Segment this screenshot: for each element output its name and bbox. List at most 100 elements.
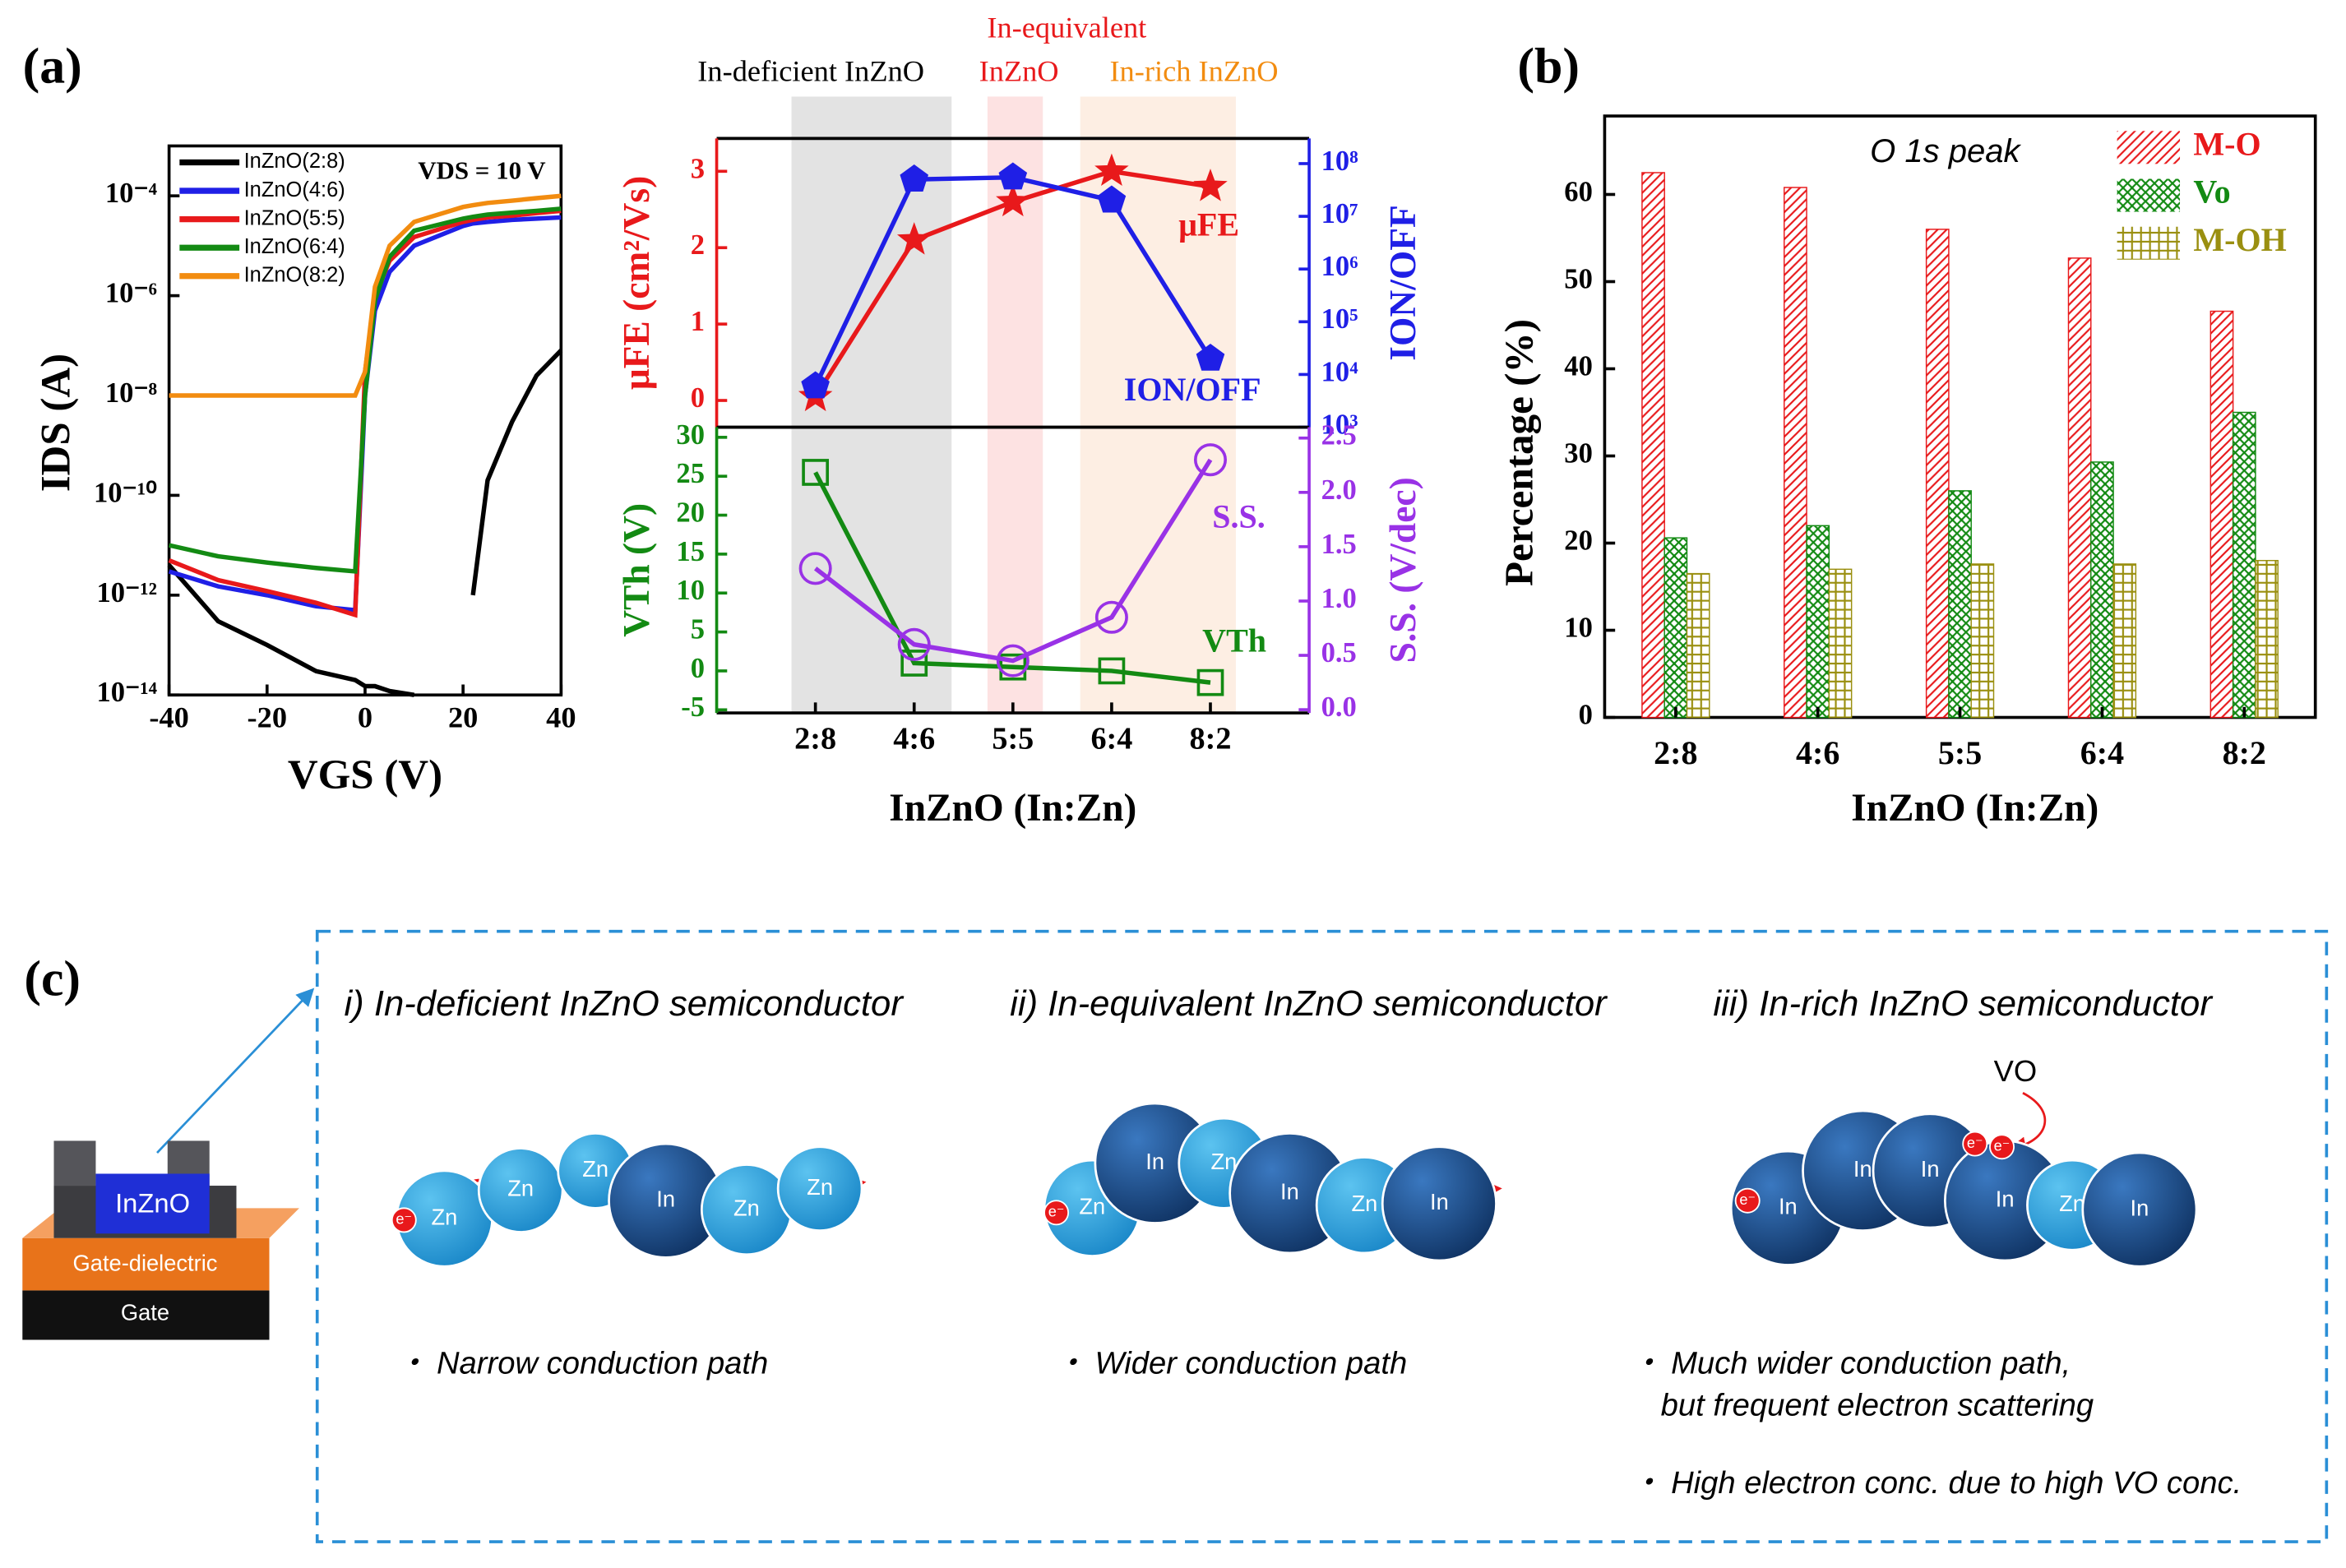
tick-label: 20 (1564, 525, 1593, 556)
atom-label: In (1779, 1194, 1798, 1219)
marker (900, 650, 928, 677)
marker (1094, 153, 1129, 187)
atom-label: Zn (507, 1176, 534, 1201)
atom-label: Zn (431, 1204, 457, 1229)
x-tick-label: 2:8 (794, 721, 836, 756)
legend-label: InZnO(4:6) (244, 178, 345, 201)
tick-label: 10³ (1321, 409, 1358, 440)
tick-label: 10⁻⁶ (105, 278, 157, 309)
marker (896, 222, 932, 255)
bar (2209, 310, 2234, 719)
annotation: VDS = 10 V (418, 155, 545, 184)
bar (1641, 172, 1665, 719)
marker (996, 644, 1030, 678)
legend-label: M-OH (2193, 221, 2286, 258)
device-label: InZnO (115, 1187, 190, 1218)
atom-label: In (1921, 1156, 1940, 1182)
tick-label: 10⁶ (1321, 251, 1358, 282)
tick-label: 10⁻¹⁰ (94, 477, 157, 508)
tick-label: 10⁻⁸ (105, 377, 157, 409)
tick-label: 2.5 (1321, 420, 1357, 451)
atom-label: Zn (1210, 1149, 1237, 1174)
vacancy-label: VO (1994, 1054, 2038, 1088)
tick-label: 10⁴ (1321, 356, 1359, 387)
x-tick-label: 4:6 (1796, 734, 1839, 771)
y-axis-label: μFE (cm²/Vs) (615, 176, 657, 390)
y2-axis-label: ION/OFF (1381, 205, 1423, 360)
section-title: i) In-deficient InZnO semiconductor (344, 983, 905, 1024)
atom-label: In (656, 1186, 675, 1211)
panel-label: (b) (1517, 39, 1580, 95)
tick-label: 10⁻¹⁴ (97, 677, 158, 708)
x-axis-label: VGS (V) (288, 752, 442, 798)
tick-label: 30 (1564, 437, 1593, 469)
legend-swatch (2117, 131, 2181, 164)
bar (1806, 525, 1830, 719)
line (813, 471, 1211, 685)
region-shade (791, 96, 952, 714)
marker (897, 627, 931, 661)
atom (1381, 1145, 1497, 1262)
device (22, 1140, 299, 1340)
note: ・ High electron conc. due to high VO con… (1631, 1465, 2242, 1501)
marker (900, 164, 929, 192)
electron-label: e⁻ (1739, 1191, 1756, 1208)
tick-label: 10 (1564, 612, 1593, 643)
atom-label: Zn (582, 1156, 608, 1182)
legend-label: InZnO(8:2) (244, 264, 345, 287)
tick-label: 0.5 (1321, 637, 1357, 668)
marker (1098, 657, 1126, 685)
bar (1663, 537, 1688, 719)
series-label: S.S. (1212, 498, 1266, 535)
x-axis-label: InZnO (In:Zn) (889, 787, 1136, 830)
electron (1043, 1200, 1070, 1226)
electron-label: e⁻ (396, 1211, 412, 1228)
legend-label: InZnO(6:4) (244, 235, 345, 258)
curve (169, 193, 562, 398)
legend-swatch (2117, 226, 2181, 260)
tick-label: 0.0 (1321, 691, 1357, 723)
y2-axis-label: S.S. (V/dec) (1381, 477, 1423, 663)
tick-label: 40 (1564, 350, 1593, 382)
legend-label: M-O (2193, 125, 2260, 162)
tick-label: 2 (691, 229, 705, 261)
atom-label: In (2131, 1195, 2149, 1220)
electron-label: e⁻ (1994, 1138, 2011, 1154)
atom (2081, 1151, 2198, 1268)
tick-label: 15 (676, 536, 705, 567)
y-axis-label: Percentage (%) (1497, 319, 1542, 586)
marker (798, 552, 832, 585)
series-label: VTh (1202, 622, 1266, 659)
tick-label: 3 (691, 153, 705, 184)
series-label: μFE (1178, 206, 1239, 243)
tick-label: 5 (691, 614, 705, 645)
y-axis-label: VTh (V) (615, 503, 657, 637)
tick-label: 1.5 (1321, 529, 1357, 560)
marker (1196, 344, 1225, 371)
section-title: iii) In-rich InZnO semiconductor (1713, 983, 2214, 1024)
y-axis-label: IDS (A) (33, 354, 79, 492)
region-label: InZnO (979, 54, 1059, 87)
tick-label: 10⁻⁴ (105, 178, 158, 209)
tick-label: 1.0 (1321, 583, 1357, 614)
atom-label: In (1853, 1156, 1872, 1182)
bar (1970, 563, 1995, 719)
marker (999, 653, 1027, 681)
device-label: Gate (121, 1300, 169, 1325)
bar (2067, 257, 2092, 719)
electron (1989, 1134, 2015, 1160)
curve (168, 215, 562, 613)
line (813, 458, 1213, 664)
x-tick-label: -20 (248, 701, 288, 734)
device-label: Gate-dielectric (73, 1251, 218, 1276)
bar (1948, 490, 1972, 719)
marker (1097, 185, 1127, 213)
bar (1784, 187, 1807, 719)
curve (167, 349, 563, 697)
region-label: In-deficient InZnO (697, 54, 924, 87)
electron-label: e⁻ (1048, 1204, 1065, 1220)
atom-label: In (1280, 1178, 1299, 1204)
atom-label: Zn (733, 1195, 760, 1220)
legend-label: InZnO(5:5) (244, 206, 345, 229)
